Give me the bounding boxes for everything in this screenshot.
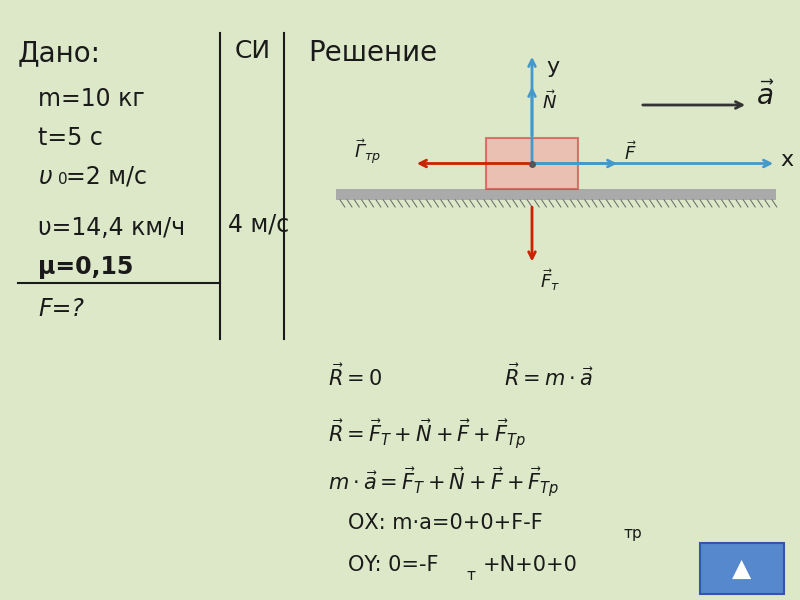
Text: υ=14,4 км/ч: υ=14,4 км/ч	[38, 216, 186, 240]
Text: =2 м/с: =2 м/с	[66, 165, 147, 189]
Text: x: x	[780, 151, 793, 170]
Bar	[486, 138, 578, 189]
Text: F=?: F=?	[38, 297, 84, 321]
Text: t=5 с: t=5 с	[38, 126, 103, 150]
Text: μ=0,15: μ=0,15	[38, 255, 134, 279]
Text: +N+0+0: +N+0+0	[482, 555, 578, 575]
Text: $\vec{F}$: $\vec{F}$	[624, 141, 637, 164]
Text: $m \cdot \vec{a} = \vec{F}_T + \vec{N} + \vec{F} + \vec{F}_{Tp}$: $m \cdot \vec{a} = \vec{F}_T + \vec{N} +…	[328, 465, 559, 499]
Text: $\vec{F}_т$: $\vec{F}_т$	[540, 267, 560, 293]
Text: $\vec{N}$: $\vec{N}$	[542, 90, 557, 113]
Text: υ: υ	[38, 165, 52, 189]
Text: m=10 кг: m=10 кг	[38, 87, 145, 111]
Text: Дано:: Дано:	[18, 39, 101, 67]
Text: $\vec{R} = \vec{F}_T + \vec{N} + \vec{F} + \vec{F}_{Tp}$: $\vec{R} = \vec{F}_T + \vec{N} + \vec{F}…	[328, 417, 526, 451]
Text: т: т	[466, 568, 475, 583]
Text: y: y	[546, 57, 559, 77]
Text: $\vec{Г}_{тр}$: $\vec{Г}_{тр}$	[354, 138, 381, 167]
Text: 0: 0	[58, 172, 68, 187]
Text: ▲: ▲	[732, 557, 752, 581]
Text: ОХ: m·a=0+0+F-F: ОХ: m·a=0+0+F-F	[348, 513, 542, 533]
Text: $\vec{R} = m \cdot \vec{a}$: $\vec{R} = m \cdot \vec{a}$	[504, 363, 594, 390]
Text: 4 м/с: 4 м/с	[228, 213, 290, 237]
Bar	[700, 543, 784, 594]
Text: СИ: СИ	[234, 39, 270, 63]
Text: тр: тр	[624, 526, 642, 541]
Text: ОY: 0=-F: ОY: 0=-F	[348, 555, 438, 575]
Bar	[336, 189, 776, 200]
Text: Решение: Решение	[308, 39, 437, 67]
Text: $\vec{a}$: $\vec{a}$	[756, 82, 774, 110]
Text: $\vec{R} = 0$: $\vec{R} = 0$	[328, 363, 382, 390]
